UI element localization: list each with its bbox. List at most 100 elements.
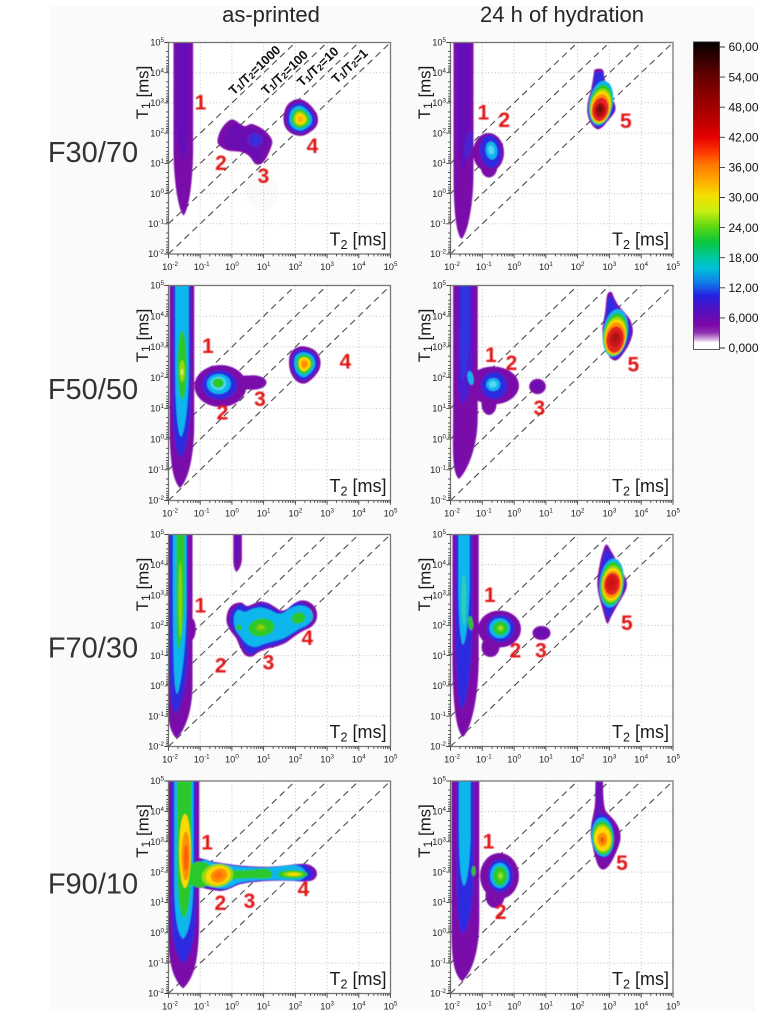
svg-text:102: 102: [571, 1001, 585, 1012]
svg-text:1: 1: [195, 92, 207, 115]
svg-text:100: 100: [507, 508, 521, 519]
svg-text:F90/10: F90/10: [48, 869, 138, 901]
svg-text:100: 100: [225, 1001, 239, 1012]
svg-text:104: 104: [634, 1001, 648, 1012]
svg-text:100: 100: [225, 508, 239, 519]
svg-text:105: 105: [666, 754, 680, 765]
svg-text:10-2: 10-2: [444, 754, 460, 765]
svg-text:60,00: 60,00: [729, 40, 759, 54]
svg-text:10-2: 10-2: [444, 1001, 460, 1012]
svg-text:10-2: 10-2: [162, 508, 178, 519]
svg-text:102: 102: [150, 128, 164, 139]
svg-text:2: 2: [506, 352, 518, 375]
svg-text:42,00: 42,00: [729, 131, 759, 145]
svg-text:1: 1: [483, 831, 495, 854]
svg-text:105: 105: [384, 508, 398, 519]
svg-text:104: 104: [432, 67, 446, 78]
svg-text:T2 [ms]: T2 [ms]: [612, 476, 669, 499]
svg-text:T1 [ms]: T1 [ms]: [415, 558, 435, 611]
svg-text:103: 103: [432, 98, 446, 109]
svg-text:10-1: 10-1: [194, 1001, 210, 1012]
svg-text:104: 104: [150, 311, 164, 322]
svg-text:10-2: 10-2: [444, 508, 460, 519]
svg-text:10-1: 10-1: [148, 218, 164, 229]
svg-text:10-1: 10-1: [194, 508, 210, 519]
svg-text:1: 1: [484, 584, 496, 607]
svg-text:10-1: 10-1: [430, 958, 446, 969]
svg-text:105: 105: [432, 776, 446, 787]
svg-text:10-2: 10-2: [430, 988, 446, 999]
svg-text:12,00: 12,00: [729, 281, 759, 295]
svg-text:103: 103: [320, 1001, 334, 1012]
svg-text:10-1: 10-1: [148, 711, 164, 722]
svg-text:T2 [ms]: T2 [ms]: [329, 476, 386, 499]
svg-text:101: 101: [539, 508, 553, 519]
svg-text:103: 103: [150, 836, 164, 847]
svg-text:0,000: 0,000: [729, 341, 759, 355]
svg-text:103: 103: [603, 1001, 617, 1012]
svg-text:10-2: 10-2: [162, 754, 178, 765]
svg-text:102: 102: [432, 128, 446, 139]
svg-text:105: 105: [666, 1001, 680, 1012]
svg-text:2: 2: [215, 152, 227, 175]
svg-text:105: 105: [150, 529, 164, 540]
svg-text:100: 100: [150, 188, 164, 199]
svg-text:102: 102: [571, 508, 585, 519]
svg-text:10-2: 10-2: [148, 988, 164, 999]
svg-text:105: 105: [384, 261, 398, 272]
svg-text:104: 104: [352, 754, 366, 765]
svg-text:3: 3: [258, 165, 270, 188]
svg-text:10-1: 10-1: [430, 464, 446, 475]
svg-text:1: 1: [202, 335, 214, 358]
svg-text:2: 2: [217, 402, 229, 425]
svg-text:101: 101: [257, 508, 271, 519]
svg-text:1: 1: [194, 594, 206, 617]
svg-text:102: 102: [150, 372, 164, 383]
svg-text:T2 [ms]: T2 [ms]: [329, 230, 386, 253]
svg-text:3: 3: [263, 652, 275, 675]
svg-text:103: 103: [432, 836, 446, 847]
svg-text:103: 103: [603, 754, 617, 765]
svg-text:103: 103: [150, 590, 164, 601]
svg-text:104: 104: [634, 754, 648, 765]
svg-text:104: 104: [150, 67, 164, 78]
svg-text:103: 103: [320, 261, 334, 272]
svg-text:10-2: 10-2: [148, 741, 164, 752]
svg-text:104: 104: [634, 261, 648, 272]
svg-text:101: 101: [432, 897, 446, 908]
svg-text:T2 [ms]: T2 [ms]: [329, 969, 386, 992]
svg-text:10-2: 10-2: [162, 1001, 178, 1012]
svg-text:105: 105: [432, 37, 446, 48]
svg-text:105: 105: [150, 776, 164, 787]
svg-text:101: 101: [539, 754, 553, 765]
svg-text:T1 [ms]: T1 [ms]: [415, 66, 435, 119]
svg-text:10-1: 10-1: [476, 261, 492, 272]
svg-text:10-2: 10-2: [430, 741, 446, 752]
svg-text:4: 4: [339, 350, 351, 373]
svg-text:5: 5: [616, 852, 628, 875]
svg-text:30,00: 30,00: [729, 191, 759, 205]
svg-text:103: 103: [432, 590, 446, 601]
svg-text:101: 101: [539, 261, 553, 272]
svg-text:101: 101: [150, 897, 164, 908]
svg-text:103: 103: [150, 342, 164, 353]
svg-text:104: 104: [150, 806, 164, 817]
svg-text:102: 102: [150, 867, 164, 878]
svg-text:104: 104: [352, 1001, 366, 1012]
svg-text:T1 [ms]: T1 [ms]: [415, 804, 435, 857]
svg-text:10-2: 10-2: [148, 249, 164, 260]
svg-text:2: 2: [510, 640, 522, 663]
svg-text:105: 105: [384, 754, 398, 765]
svg-text:100: 100: [150, 434, 164, 445]
svg-text:T2 [ms]: T2 [ms]: [612, 722, 669, 745]
svg-text:10-1: 10-1: [194, 754, 210, 765]
svg-text:F50/50: F50/50: [48, 374, 138, 406]
svg-text:103: 103: [603, 508, 617, 519]
svg-text:101: 101: [257, 1001, 271, 1012]
svg-text:T1 [ms]: T1 [ms]: [133, 558, 153, 611]
svg-text:105: 105: [432, 280, 446, 291]
svg-text:24,00: 24,00: [729, 221, 759, 235]
svg-text:10-1: 10-1: [148, 464, 164, 475]
svg-text:104: 104: [352, 261, 366, 272]
svg-text:2: 2: [498, 109, 510, 132]
